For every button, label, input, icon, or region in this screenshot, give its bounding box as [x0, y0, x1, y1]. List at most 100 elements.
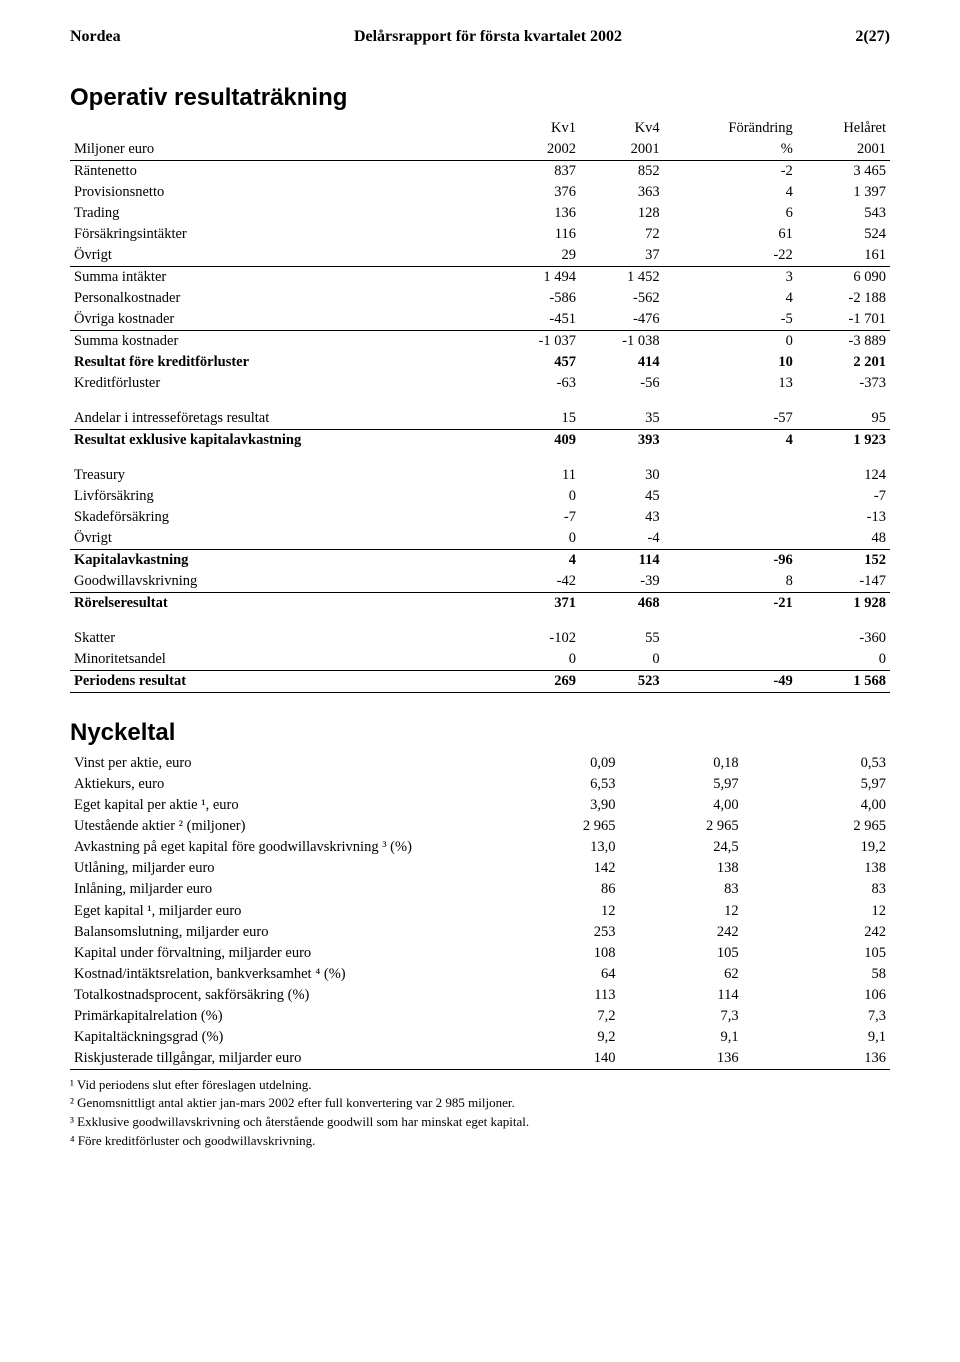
cell — [743, 901, 767, 922]
cell: 457 — [496, 352, 580, 373]
cell: 0 — [496, 528, 580, 550]
cell: 62 — [620, 964, 743, 985]
cell: -373 — [797, 373, 890, 394]
table-row: Vinst per aktie, euro0,090,180,53 — [70, 753, 890, 774]
table-row: Riskjusterade tillgångar, miljarder euro… — [70, 1048, 890, 1070]
th-helaret: Helåret — [797, 118, 890, 139]
cell: 95 — [797, 408, 890, 430]
cell: -1 701 — [797, 309, 890, 331]
row-label: Periodens resultat — [70, 671, 496, 693]
cell: -63 — [496, 373, 580, 394]
row-label: Skatter — [70, 628, 496, 649]
cell: -102 — [496, 628, 580, 649]
key-figures-table: Vinst per aktie, euro0,090,180,53Aktieku… — [70, 753, 890, 1069]
cell: -22 — [664, 245, 797, 267]
cell: -42 — [496, 571, 580, 593]
cell — [743, 1048, 767, 1070]
cell: 11 — [496, 465, 580, 486]
cell: 371 — [496, 593, 580, 615]
table-row: Livförsäkring045-7 — [70, 486, 890, 507]
row-label: Övrigt — [70, 245, 496, 267]
cell: 1 452 — [580, 267, 664, 289]
table-row: Provisionsnetto37636341 397 — [70, 182, 890, 203]
section2-title: Nyckeltal — [70, 719, 890, 747]
cell — [743, 985, 767, 1006]
cell: -21 — [664, 593, 797, 615]
table-row: Andelar i intresseföretags resultat1535-… — [70, 408, 890, 430]
footnotes: ¹ Vid periodens slut efter föreslagen ut… — [70, 1076, 890, 1151]
cell: 852 — [580, 161, 664, 183]
cell: 242 — [767, 922, 890, 943]
cell: 543 — [797, 203, 890, 224]
cell: 242 — [620, 922, 743, 943]
cell: -7 — [797, 486, 890, 507]
cell: 142 — [496, 858, 619, 879]
table-row: Trading1361286543 — [70, 203, 890, 224]
cell: 8 — [664, 571, 797, 593]
cell — [664, 628, 797, 649]
cell — [664, 465, 797, 486]
cell: 0,18 — [620, 753, 743, 774]
cell: 0,53 — [767, 753, 890, 774]
cell: -360 — [797, 628, 890, 649]
row-label: Räntenetto — [70, 161, 496, 183]
row-label: Försäkringsintäkter — [70, 224, 496, 245]
table-row: Övriga kostnader-451-476-5-1 701 — [70, 309, 890, 331]
cell — [743, 943, 767, 964]
footnote: ¹ Vid periodens slut efter föreslagen ut… — [70, 1076, 890, 1095]
cell: 116 — [496, 224, 580, 245]
cell: 4 — [664, 182, 797, 203]
cell: 43 — [580, 507, 664, 528]
header-left: Nordea — [70, 28, 121, 46]
table-row: Eget kapital ¹, miljarder euro121212 — [70, 901, 890, 922]
cell: 152 — [797, 550, 890, 572]
th-c3: % — [664, 139, 797, 161]
table-row: Primärkapitalrelation (%)7,27,37,3 — [70, 1006, 890, 1027]
header-right: 2(27) — [855, 28, 890, 46]
th-kv4: Kv4 — [580, 118, 664, 139]
cell: -39 — [580, 571, 664, 593]
cell: 5,97 — [620, 774, 743, 795]
footnote: ² Genomsnittligt antal aktier jan-mars 2… — [70, 1094, 890, 1113]
cell: 3 465 — [797, 161, 890, 183]
cell: 114 — [620, 985, 743, 1006]
cell: 124 — [797, 465, 890, 486]
table-row: Inlåning, miljarder euro868383 — [70, 879, 890, 900]
cell: -1 037 — [496, 331, 580, 353]
cell: 0 — [496, 486, 580, 507]
cell: 72 — [580, 224, 664, 245]
th-c2: 2001 — [580, 139, 664, 161]
table-row: Utlåning, miljarder euro142138138 — [70, 858, 890, 879]
cell: -56 — [580, 373, 664, 394]
cell — [743, 879, 767, 900]
col-header-top: Kv1 Kv4 Förändring Helåret — [70, 118, 890, 139]
cell: 5,97 — [767, 774, 890, 795]
cell: 4 — [664, 430, 797, 452]
table-row: Eget kapital per aktie ¹, euro3,904,004,… — [70, 795, 890, 816]
cell: -57 — [664, 408, 797, 430]
table-row: Kapitalavkastning4114-96152 — [70, 550, 890, 572]
cell: 86 — [496, 879, 619, 900]
cell: 83 — [620, 879, 743, 900]
cell: 24,5 — [620, 837, 743, 858]
cell: 136 — [767, 1048, 890, 1070]
row-label: Totalkostnadsprocent, sakförsäkring (%) — [70, 985, 496, 1006]
cell — [743, 922, 767, 943]
th-c4: 2001 — [797, 139, 890, 161]
cell — [743, 795, 767, 816]
row-label: Kapital under förvaltning, miljarder eur… — [70, 943, 496, 964]
cell: -2 — [664, 161, 797, 183]
row-label: Summa kostnader — [70, 331, 496, 353]
cell: 19,2 — [767, 837, 890, 858]
cell: 2 965 — [496, 816, 619, 837]
cell: 9,1 — [620, 1027, 743, 1048]
row-label: Personalkostnader — [70, 288, 496, 309]
cell: 136 — [496, 203, 580, 224]
cell: 6 090 — [797, 267, 890, 289]
cell: 9,2 — [496, 1027, 619, 1048]
cell: 7,3 — [767, 1006, 890, 1027]
section-gap — [70, 693, 890, 719]
cell: 37 — [580, 245, 664, 267]
row-label: Kreditförluster — [70, 373, 496, 394]
row-label: Kapitalavkastning — [70, 550, 496, 572]
